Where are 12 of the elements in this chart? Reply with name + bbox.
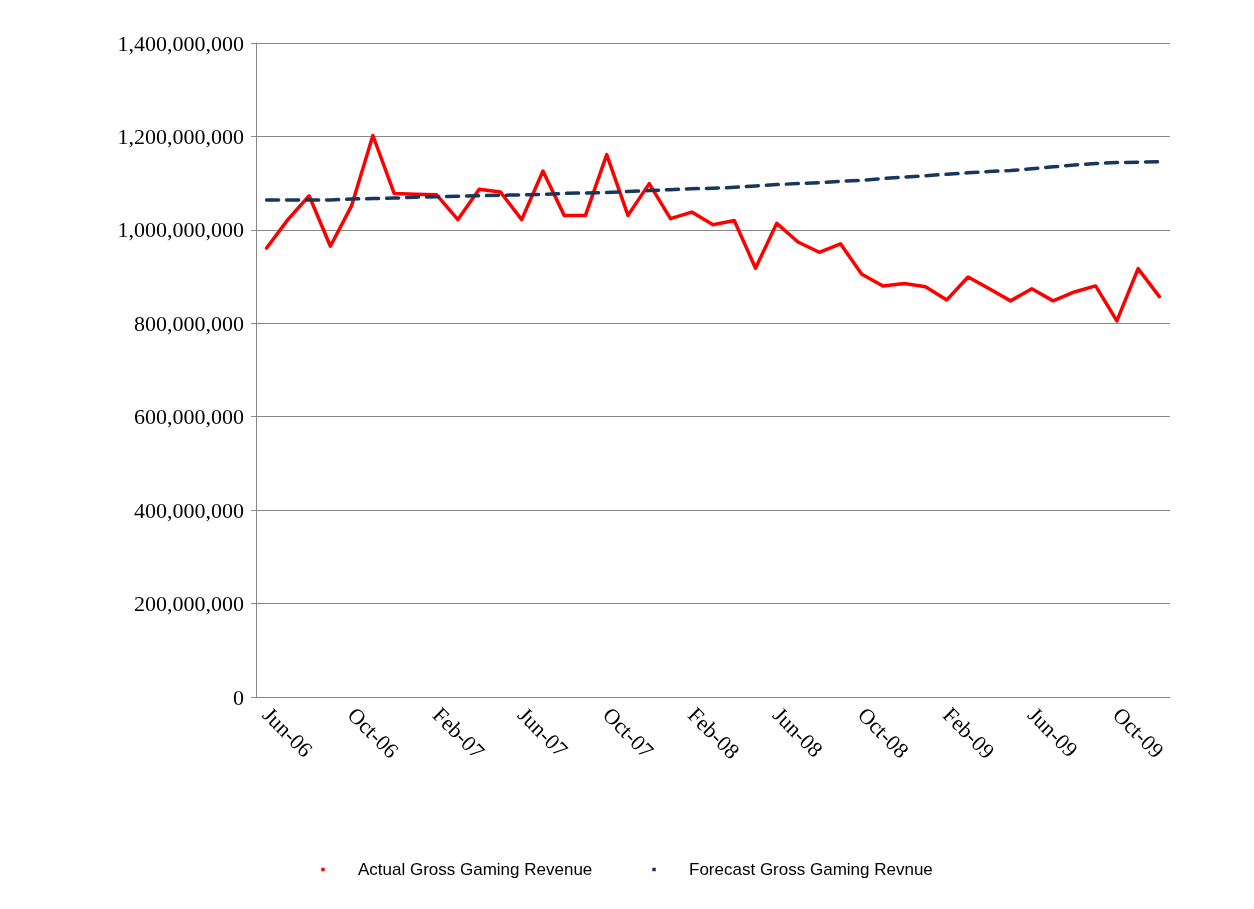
y-tick-label: 1,200,000,000 xyxy=(117,123,244,149)
y-tick-label: 400,000,000 xyxy=(134,497,244,523)
y-tick-label: 200,000,000 xyxy=(134,591,244,617)
y-tick-label: 1,000,000,000 xyxy=(117,217,244,243)
line-series xyxy=(264,133,1162,323)
y-tick-label: 800,000,000 xyxy=(134,310,244,336)
y-tick-label: 1,400,000,000 xyxy=(117,30,244,56)
legend-label: Actual Gross Gaming Revenue xyxy=(357,860,593,879)
line-series xyxy=(264,159,1162,202)
y-tick-label: 0 xyxy=(233,684,244,710)
y-tick-label: 600,000,000 xyxy=(134,404,244,430)
legend-label: Forecast Gross Gaming Revnue xyxy=(689,860,933,879)
